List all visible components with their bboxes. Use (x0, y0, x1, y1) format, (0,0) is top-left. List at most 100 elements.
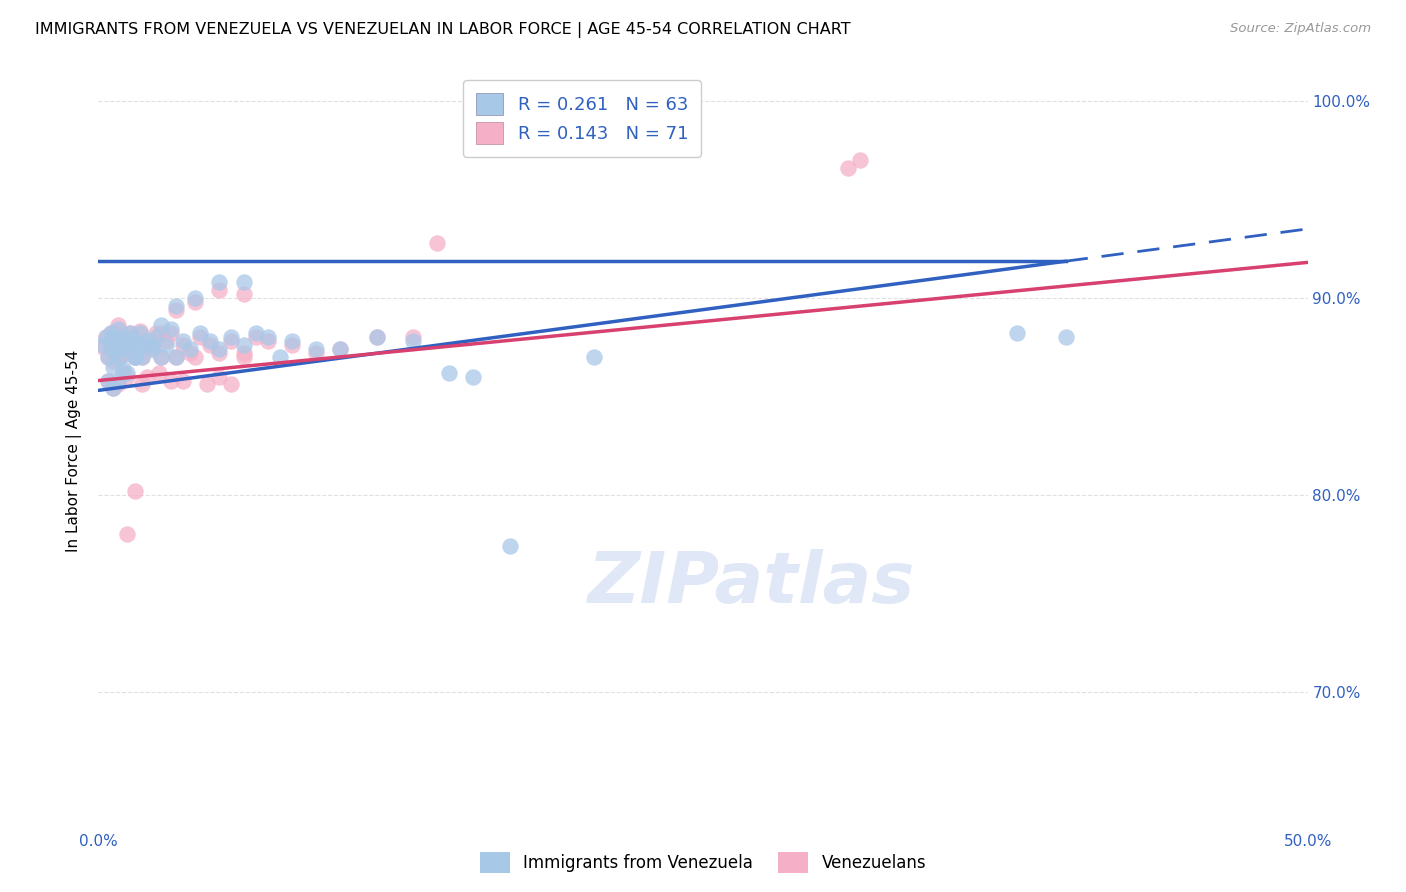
Point (160, 322, 183, 336)
Point (117, 369, 139, 384)
Point (91, 340, 114, 354)
Point (141, 338, 163, 352)
Point (124, 350, 146, 364)
Point (124, 350, 146, 364)
Point (118, 326, 141, 341)
Point (188, 330, 211, 344)
Point (101, 334, 124, 348)
Point (148, 366, 170, 380)
Point (101, 381, 124, 395)
Point (463, 369, 485, 384)
Point (145, 326, 167, 341)
Point (1054, 330, 1077, 344)
Point (281, 334, 304, 348)
Point (111, 342, 134, 356)
Point (111, 361, 134, 376)
Point (104, 326, 127, 341)
Point (208, 342, 231, 356)
Point (208, 369, 231, 384)
Point (107, 322, 129, 336)
Point (150, 350, 173, 364)
Point (256, 330, 278, 344)
Point (150, 326, 173, 341)
Point (100, 326, 122, 341)
Point (135, 369, 157, 384)
Point (221, 334, 243, 348)
Point (131, 377, 153, 392)
Point (117, 338, 139, 352)
Point (184, 350, 207, 364)
Point (165, 299, 187, 313)
Point (141, 338, 163, 352)
Point (165, 350, 187, 364)
Point (198, 338, 221, 352)
Point (131, 350, 153, 364)
Point (150, 318, 173, 333)
Point (111, 338, 134, 352)
Point (184, 291, 207, 305)
Point (269, 350, 291, 364)
Point (100, 340, 122, 354)
Point (104, 346, 127, 360)
Point (117, 527, 139, 541)
Point (97, 374, 120, 388)
Point (141, 342, 163, 356)
Point (111, 346, 134, 360)
Point (583, 350, 606, 364)
Point (124, 483, 146, 498)
Point (121, 330, 143, 344)
Point (107, 334, 129, 348)
Text: ZIPatlas: ZIPatlas (588, 549, 915, 618)
Point (160, 326, 183, 341)
Y-axis label: In Labor Force | Age 45-54: In Labor Force | Age 45-54 (66, 350, 83, 551)
Point (107, 377, 129, 392)
Point (107, 318, 129, 333)
Point (104, 344, 127, 359)
Point (107, 374, 129, 388)
Point (111, 366, 134, 380)
Point (232, 286, 254, 301)
Point (114, 334, 136, 348)
Point (118, 326, 141, 341)
Point (232, 350, 254, 364)
Point (101, 334, 124, 348)
Point (101, 381, 124, 395)
Point (117, 338, 139, 352)
Point (498, 539, 520, 553)
Point (208, 275, 231, 289)
Point (121, 334, 143, 348)
Point (127, 334, 149, 348)
Point (426, 235, 449, 250)
Point (232, 275, 254, 289)
Point (281, 338, 304, 352)
Point (101, 359, 124, 374)
Point (101, 354, 124, 368)
Point (329, 342, 352, 356)
Point (849, 153, 872, 167)
Text: Source: ZipAtlas.com: Source: ZipAtlas.com (1230, 22, 1371, 36)
Point (155, 334, 177, 348)
Point (232, 346, 254, 360)
Legend: Immigrants from Venezuela, Venezuelans: Immigrants from Venezuela, Venezuelans (474, 846, 932, 880)
Point (135, 334, 157, 348)
Point (97, 350, 120, 364)
Point (124, 350, 146, 364)
Point (198, 334, 221, 348)
Point (94, 330, 117, 344)
Point (108, 350, 131, 364)
Point (245, 330, 267, 344)
Point (150, 350, 173, 364)
Point (366, 330, 388, 344)
Point (111, 334, 134, 348)
Point (100, 326, 122, 341)
Point (179, 346, 201, 360)
Point (366, 330, 388, 344)
Point (104, 330, 127, 344)
Point (179, 342, 201, 356)
Point (128, 324, 150, 338)
Point (245, 326, 267, 341)
Point (131, 338, 153, 352)
Point (155, 338, 177, 352)
Point (165, 302, 187, 317)
Point (172, 334, 194, 348)
